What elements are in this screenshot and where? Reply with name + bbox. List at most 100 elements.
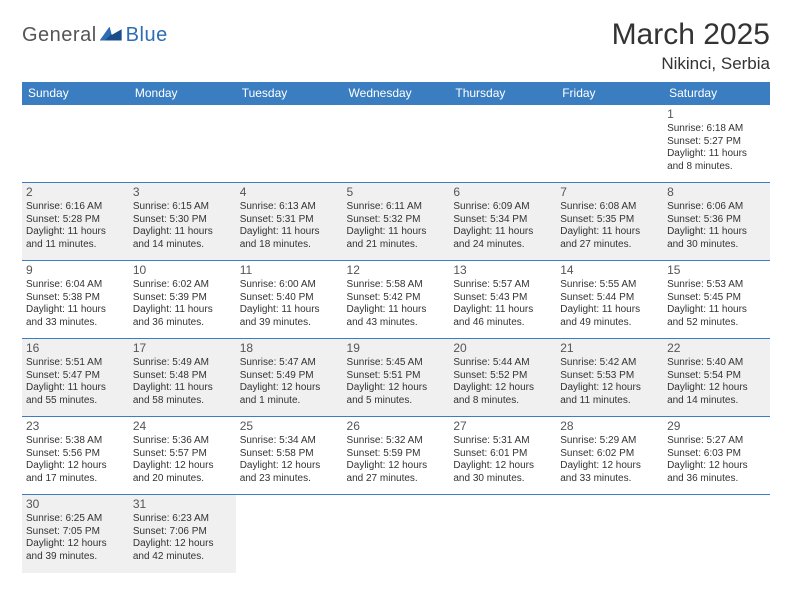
sunset-line: Sunset: 5:40 PM [240, 292, 339, 305]
sunrise-line: Sunrise: 6:02 AM [133, 279, 232, 292]
sunrise-line: Sunrise: 6:25 AM [26, 513, 125, 526]
sunset-line: Sunset: 7:06 PM [133, 526, 232, 539]
sunrise-line: Sunrise: 6:11 AM [347, 201, 446, 214]
sunrise-line: Sunrise: 6:15 AM [133, 201, 232, 214]
sunrise-line: Sunrise: 5:57 AM [453, 279, 552, 292]
week-row: 2Sunrise: 6:16 AMSunset: 5:28 PMDaylight… [22, 183, 770, 261]
day-cell: 20Sunrise: 5:44 AMSunset: 5:52 PMDayligh… [449, 339, 556, 417]
daylight-line: Daylight: 11 hours and 11 minutes. [26, 226, 125, 251]
day-cell: 17Sunrise: 5:49 AMSunset: 5:48 PMDayligh… [129, 339, 236, 417]
sunrise-line: Sunrise: 6:00 AM [240, 279, 339, 292]
sunset-line: Sunset: 5:57 PM [133, 448, 232, 461]
daylight-line: Daylight: 12 hours and 36 minutes. [667, 460, 766, 485]
week-row: 23Sunrise: 5:38 AMSunset: 5:56 PMDayligh… [22, 417, 770, 495]
day-cell: 6Sunrise: 6:09 AMSunset: 5:34 PMDaylight… [449, 183, 556, 261]
day-number: 7 [560, 185, 659, 200]
day-number: 26 [347, 419, 446, 434]
day-number: 6 [453, 185, 552, 200]
sunrise-line: Sunrise: 5:44 AM [453, 357, 552, 370]
sunrise-line: Sunrise: 5:34 AM [240, 435, 339, 448]
empty-cell [449, 495, 556, 573]
sunset-line: Sunset: 5:39 PM [133, 292, 232, 305]
daylight-line: Daylight: 11 hours and 33 minutes. [26, 304, 125, 329]
day-cell: 5Sunrise: 6:11 AMSunset: 5:32 PMDaylight… [343, 183, 450, 261]
sunset-line: Sunset: 5:58 PM [240, 448, 339, 461]
day-number: 18 [240, 341, 339, 356]
weekday-monday: Monday [129, 82, 236, 105]
logo: General Blue [22, 18, 168, 47]
day-number: 13 [453, 263, 552, 278]
sunrise-line: Sunrise: 6:04 AM [26, 279, 125, 292]
daylight-line: Daylight: 11 hours and 18 minutes. [240, 226, 339, 251]
sunset-line: Sunset: 5:52 PM [453, 370, 552, 383]
empty-cell [556, 495, 663, 573]
sunset-line: Sunset: 5:43 PM [453, 292, 552, 305]
day-number: 15 [667, 263, 766, 278]
daylight-line: Daylight: 11 hours and 8 minutes. [667, 148, 766, 173]
day-number: 1 [667, 107, 766, 122]
daylight-line: Daylight: 12 hours and 14 minutes. [667, 382, 766, 407]
day-cell: 27Sunrise: 5:31 AMSunset: 6:01 PMDayligh… [449, 417, 556, 495]
sunrise-line: Sunrise: 5:58 AM [347, 279, 446, 292]
day-cell: 21Sunrise: 5:42 AMSunset: 5:53 PMDayligh… [556, 339, 663, 417]
sunrise-line: Sunrise: 5:31 AM [453, 435, 552, 448]
daylight-line: Daylight: 11 hours and 58 minutes. [133, 382, 232, 407]
daylight-line: Daylight: 12 hours and 20 minutes. [133, 460, 232, 485]
sunset-line: Sunset: 5:36 PM [667, 214, 766, 227]
sunrise-line: Sunrise: 5:45 AM [347, 357, 446, 370]
day-cell: 28Sunrise: 5:29 AMSunset: 6:02 PMDayligh… [556, 417, 663, 495]
day-cell: 15Sunrise: 5:53 AMSunset: 5:45 PMDayligh… [663, 261, 770, 339]
sunset-line: Sunset: 6:03 PM [667, 448, 766, 461]
daylight-line: Daylight: 12 hours and 23 minutes. [240, 460, 339, 485]
sunset-line: Sunset: 5:53 PM [560, 370, 659, 383]
month-title: March 2025 [612, 18, 770, 52]
day-cell: 4Sunrise: 6:13 AMSunset: 5:31 PMDaylight… [236, 183, 343, 261]
day-cell: 3Sunrise: 6:15 AMSunset: 5:30 PMDaylight… [129, 183, 236, 261]
daylight-line: Daylight: 12 hours and 27 minutes. [347, 460, 446, 485]
daylight-line: Daylight: 11 hours and 46 minutes. [453, 304, 552, 329]
day-cell: 29Sunrise: 5:27 AMSunset: 6:03 PMDayligh… [663, 417, 770, 495]
day-number: 5 [347, 185, 446, 200]
day-number: 17 [133, 341, 232, 356]
logo-sail-icon [100, 27, 122, 41]
day-number: 25 [240, 419, 339, 434]
day-number: 8 [667, 185, 766, 200]
location-label: Nikinci, Serbia [612, 54, 770, 74]
daylight-line: Daylight: 12 hours and 30 minutes. [453, 460, 552, 485]
day-cell: 23Sunrise: 5:38 AMSunset: 5:56 PMDayligh… [22, 417, 129, 495]
week-row: 30Sunrise: 6:25 AMSunset: 7:05 PMDayligh… [22, 495, 770, 573]
sunrise-line: Sunrise: 6:18 AM [667, 123, 766, 136]
day-cell: 12Sunrise: 5:58 AMSunset: 5:42 PMDayligh… [343, 261, 450, 339]
sunrise-line: Sunrise: 5:55 AM [560, 279, 659, 292]
day-cell: 16Sunrise: 5:51 AMSunset: 5:47 PMDayligh… [22, 339, 129, 417]
day-number: 14 [560, 263, 659, 278]
empty-cell [449, 105, 556, 183]
daylight-line: Daylight: 11 hours and 36 minutes. [133, 304, 232, 329]
sunrise-line: Sunrise: 5:47 AM [240, 357, 339, 370]
calendar-head: SundayMondayTuesdayWednesdayThursdayFrid… [22, 82, 770, 105]
day-number: 10 [133, 263, 232, 278]
sunset-line: Sunset: 5:49 PM [240, 370, 339, 383]
day-number: 19 [347, 341, 446, 356]
sunset-line: Sunset: 6:02 PM [560, 448, 659, 461]
day-number: 11 [240, 263, 339, 278]
weekday-friday: Friday [556, 82, 663, 105]
day-cell: 7Sunrise: 6:08 AMSunset: 5:35 PMDaylight… [556, 183, 663, 261]
daylight-line: Daylight: 11 hours and 52 minutes. [667, 304, 766, 329]
logo-text-blue: Blue [126, 24, 168, 47]
sunrise-line: Sunrise: 6:23 AM [133, 513, 232, 526]
sunset-line: Sunset: 5:56 PM [26, 448, 125, 461]
week-row: 16Sunrise: 5:51 AMSunset: 5:47 PMDayligh… [22, 339, 770, 417]
daylight-line: Daylight: 11 hours and 30 minutes. [667, 226, 766, 251]
daylight-line: Daylight: 12 hours and 42 minutes. [133, 538, 232, 563]
sunset-line: Sunset: 5:27 PM [667, 136, 766, 149]
logo-text-general: General [22, 24, 97, 47]
sunrise-line: Sunrise: 6:06 AM [667, 201, 766, 214]
sunrise-line: Sunrise: 5:38 AM [26, 435, 125, 448]
day-cell: 24Sunrise: 5:36 AMSunset: 5:57 PMDayligh… [129, 417, 236, 495]
daylight-line: Daylight: 11 hours and 55 minutes. [26, 382, 125, 407]
weekday-wednesday: Wednesday [343, 82, 450, 105]
day-cell: 14Sunrise: 5:55 AMSunset: 5:44 PMDayligh… [556, 261, 663, 339]
title-block: March 2025 Nikinci, Serbia [612, 18, 770, 74]
sunrise-line: Sunrise: 5:49 AM [133, 357, 232, 370]
